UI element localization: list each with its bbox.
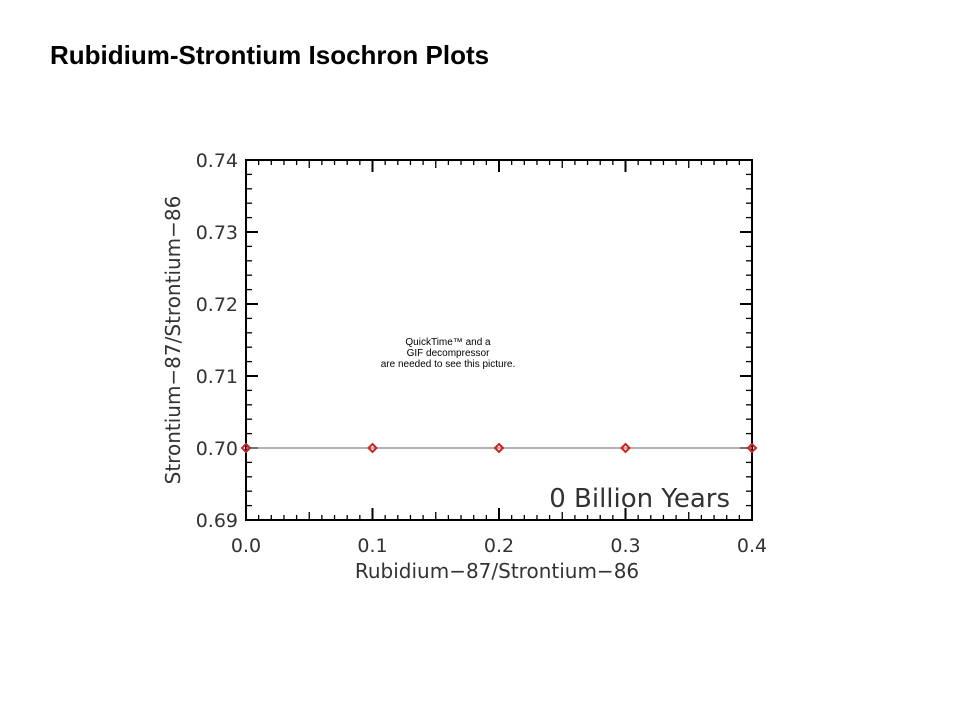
placeholder-notice-line: GIF decompressor xyxy=(407,348,490,359)
y-tick-label: 0.74 xyxy=(196,150,238,172)
major-ticks xyxy=(245,159,753,521)
age-annotation: 0 Billion Years xyxy=(549,484,730,514)
x-tick-label: 0.2 xyxy=(484,535,514,557)
x-tick-label: 0.3 xyxy=(610,535,640,557)
y-axis-label: Strontium−87/Strontium−86 xyxy=(161,196,185,485)
y-tick-label: 0.72 xyxy=(196,294,238,316)
x-tick-label: 0.1 xyxy=(357,535,387,557)
placeholder-notice-line: are needed to see this picture. xyxy=(381,359,516,370)
x-tick-label: 0.0 xyxy=(231,535,261,557)
minor-ticks xyxy=(246,160,752,520)
x-axis-label: Rubidium−87/Strontium−86 xyxy=(355,559,639,583)
data-point xyxy=(493,442,505,454)
slide-title: Rubidium-Strontium Isochron Plots xyxy=(50,40,490,70)
series-layer xyxy=(240,442,758,454)
data-point xyxy=(367,442,378,454)
data-point xyxy=(240,442,252,454)
plot-frame xyxy=(245,159,753,521)
y-tick-label: 0.70 xyxy=(196,438,238,460)
tick-labels: 0.0 0.1 0.2 0.3 0.4 0.69 0.70 0.71 0.72 0.73 0.74 xyxy=(196,150,767,557)
y-tick-label: 0.73 xyxy=(196,222,238,244)
y-tick-label: 0.69 xyxy=(196,510,238,532)
data-point xyxy=(746,442,758,454)
placeholder-notice-line: QuickTime™ and a xyxy=(405,337,491,348)
data-point xyxy=(620,442,631,454)
y-tick-label: 0.71 xyxy=(196,366,238,388)
x-tick-label: 0.4 xyxy=(737,535,767,557)
